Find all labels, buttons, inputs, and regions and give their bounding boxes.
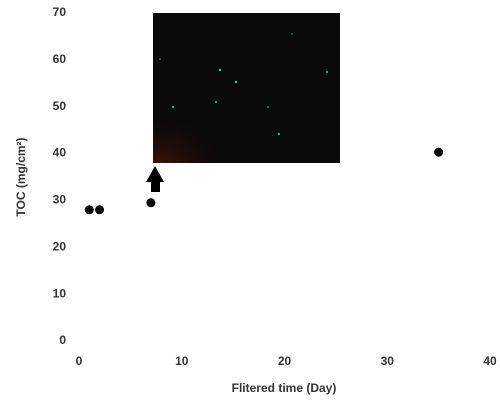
x-tick-label: 10 bbox=[175, 354, 189, 368]
point bbox=[95, 205, 105, 215]
x-tick-label: 20 bbox=[278, 354, 292, 368]
y-tick-label: 20 bbox=[53, 239, 67, 253]
x-tick-label: 0 bbox=[76, 354, 83, 368]
arrow bbox=[146, 166, 164, 192]
point bbox=[146, 198, 156, 208]
point bbox=[434, 147, 444, 157]
y-tick-label: 60 bbox=[53, 52, 67, 66]
x-axis-label: Flitered time (Day) bbox=[232, 381, 337, 395]
y-tick-label: 40 bbox=[53, 146, 67, 160]
y-tick-label: 50 bbox=[53, 99, 67, 113]
y-tick-label: 30 bbox=[53, 193, 67, 207]
y-axis-label: TOC (mg/cm²) bbox=[14, 137, 28, 216]
x-tick-label: 40 bbox=[483, 354, 497, 368]
y-tick-label: 10 bbox=[53, 286, 67, 300]
y-tick-label: 0 bbox=[59, 333, 66, 347]
inset-image bbox=[153, 13, 340, 163]
point bbox=[84, 205, 94, 215]
x-tick-label: 30 bbox=[381, 354, 395, 368]
y-tick-label: 70 bbox=[53, 5, 67, 19]
